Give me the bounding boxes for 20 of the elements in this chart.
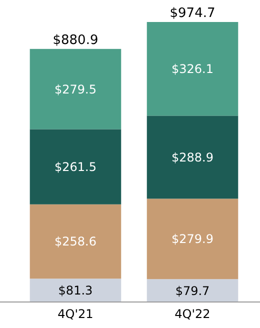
bar <box>30 129 122 204</box>
data-label: $326.1 <box>172 62 214 76</box>
bar <box>30 48 122 130</box>
x-tick-label: 4Q'21 <box>58 307 94 321</box>
bar <box>146 279 238 302</box>
data-label: $279.5 <box>54 82 96 96</box>
total-label: $974.7 <box>170 6 216 21</box>
data-label: $279.9 <box>172 232 214 246</box>
x-tick-label: 4Q'22 <box>174 307 210 321</box>
bar <box>146 198 238 280</box>
data-label: $79.7 <box>175 284 210 298</box>
data-label: $261.5 <box>54 160 96 174</box>
bar <box>30 278 122 302</box>
data-label: $288.9 <box>172 150 214 164</box>
bar <box>30 204 122 279</box>
total-label: $880.9 <box>52 32 98 48</box>
bar <box>146 116 238 199</box>
data-label: $81.3 <box>58 284 93 298</box>
bar <box>146 22 238 116</box>
data-label: $258.6 <box>54 234 96 249</box>
